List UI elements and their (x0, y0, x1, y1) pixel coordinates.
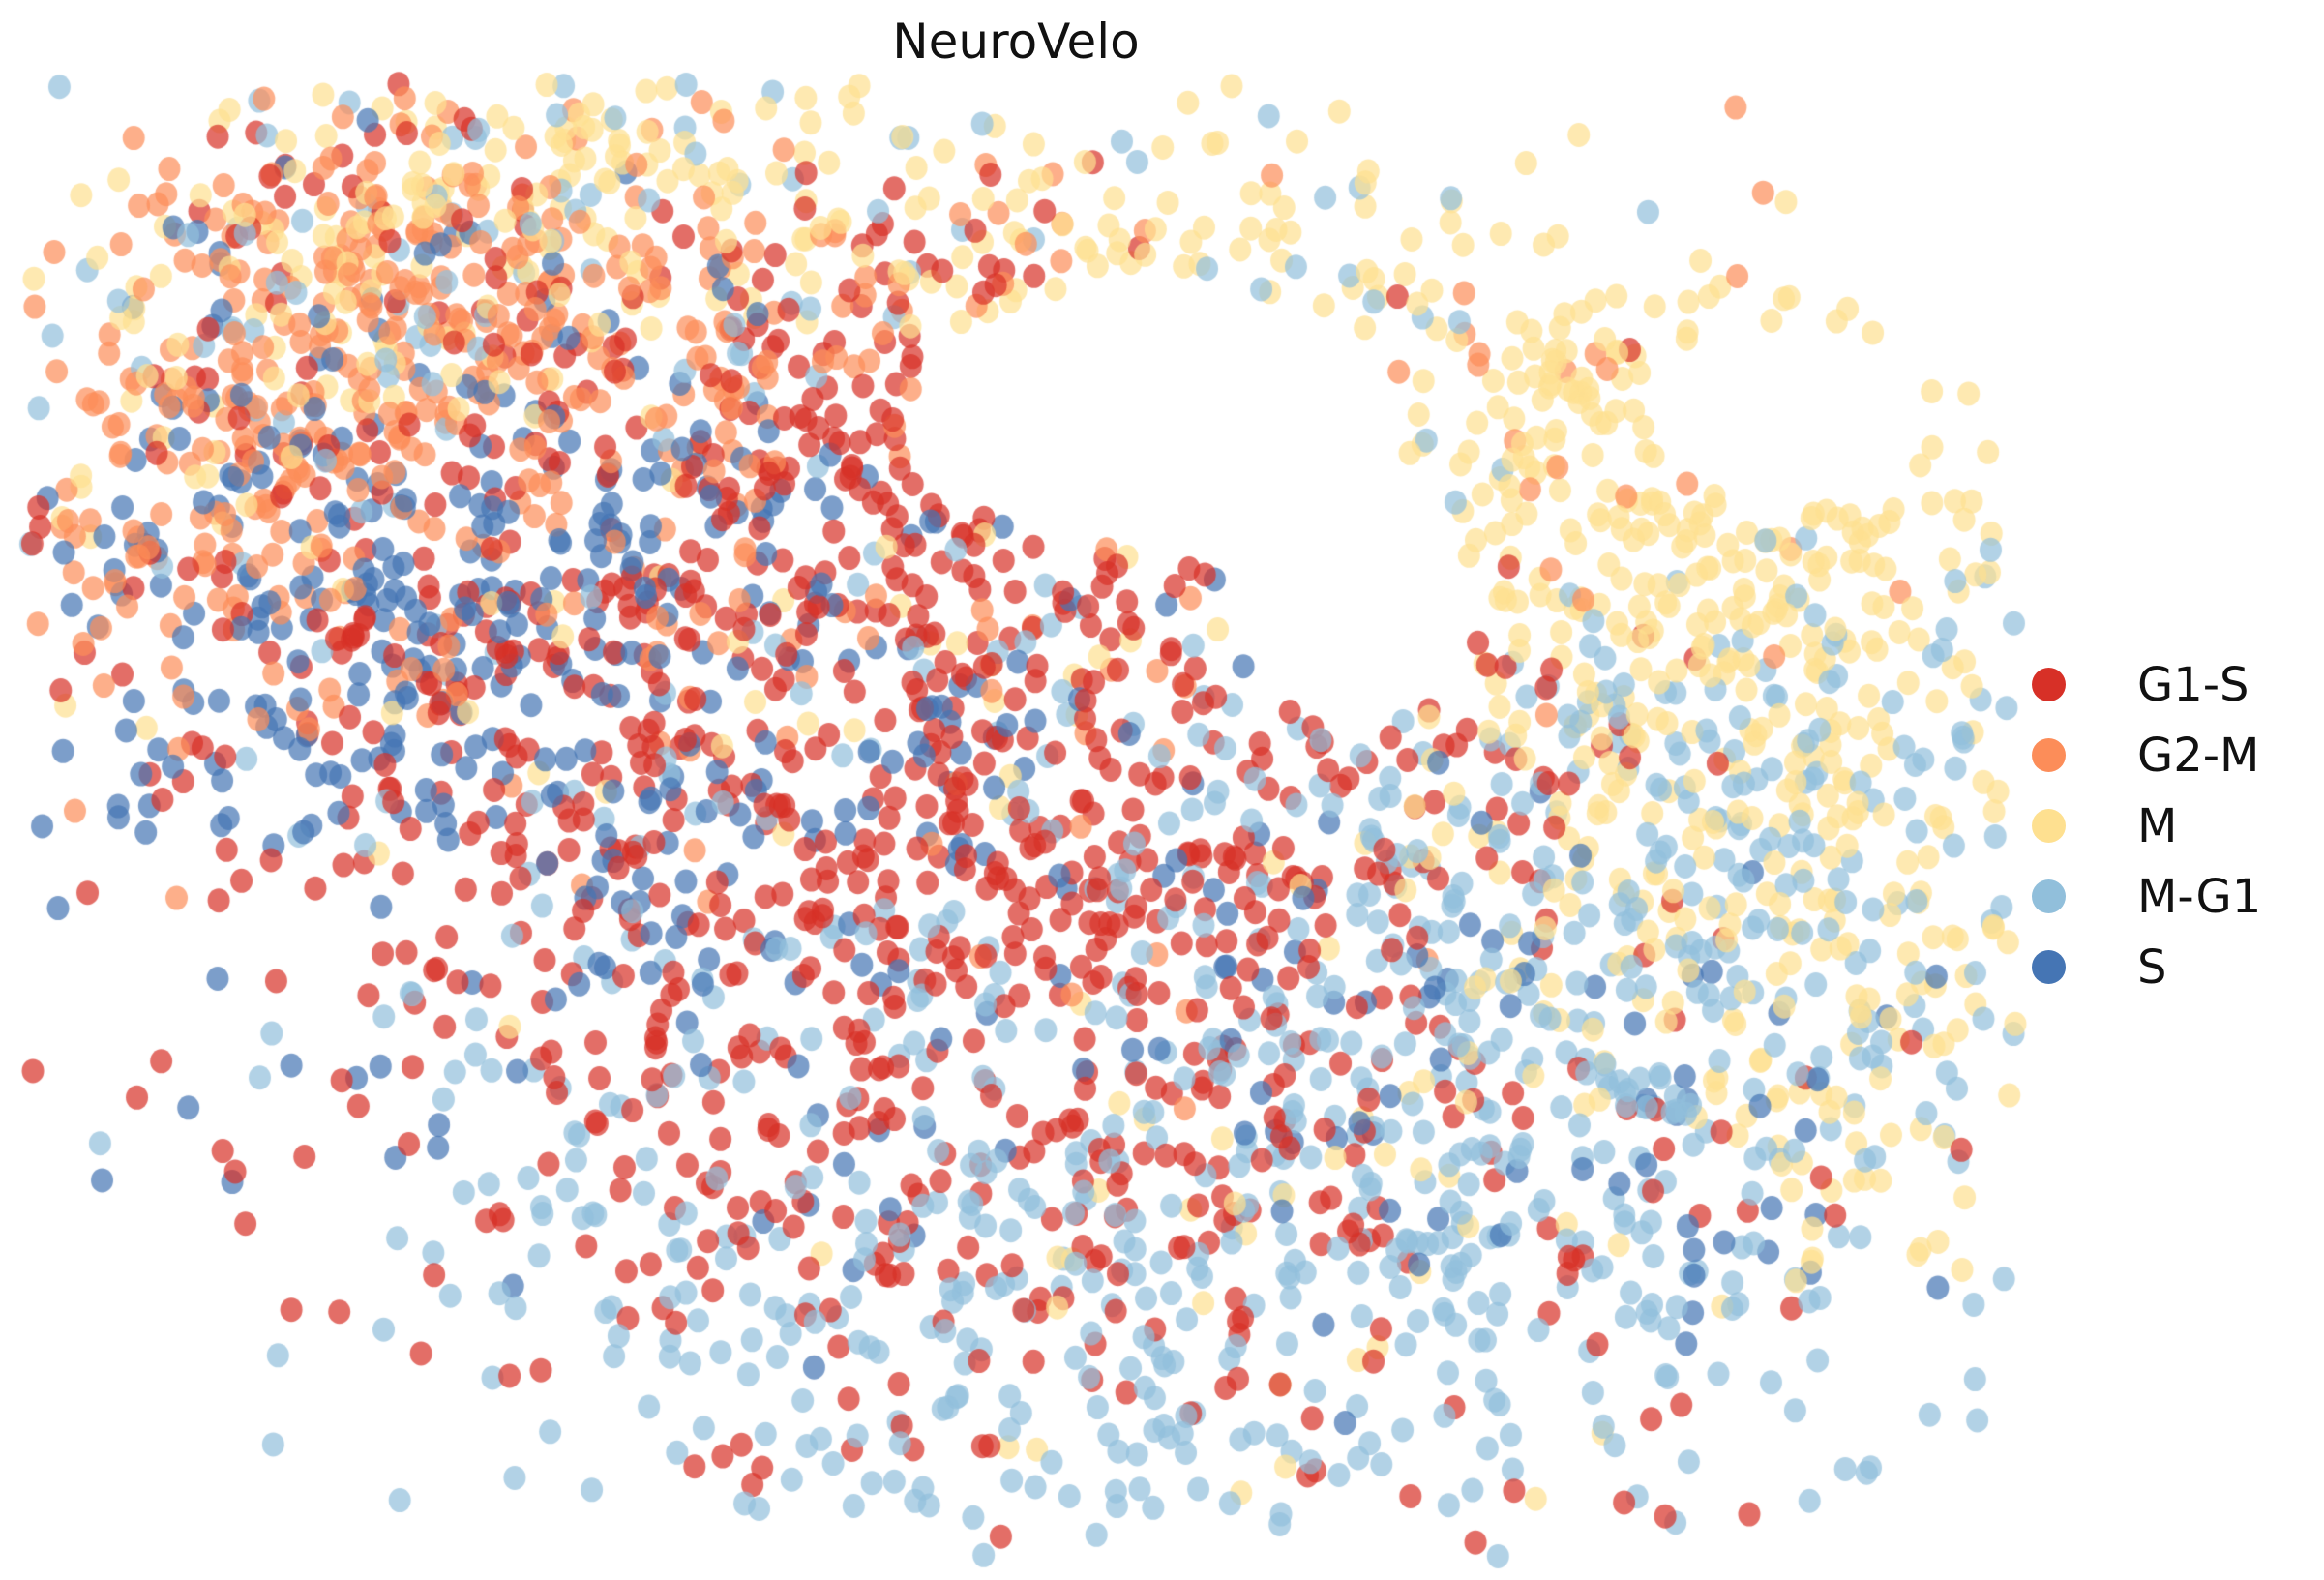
legend-item-m-g1: M-G1 (2030, 861, 2261, 932)
legend-item-m: M (2030, 790, 2261, 861)
legend: G1-S G2-M M M-G1 S (2030, 649, 2261, 1002)
legend-marker-m-g1-icon (2032, 879, 2066, 913)
legend-marker-m-icon (2032, 809, 2066, 843)
legend-item-g1-s: G1-S (2030, 649, 2261, 720)
legend-marker-g1-s-icon (2032, 668, 2066, 701)
legend-item-s: S (2030, 932, 2261, 1002)
legend-marker-g2-m-icon (2032, 738, 2066, 772)
legend-label-g1-s: G1-S (2137, 657, 2250, 712)
legend-label-m: M (2137, 798, 2178, 853)
legend-item-g2-m: G2-M (2030, 720, 2261, 790)
chart-title: NeuroVelo (892, 14, 1140, 70)
legend-label-g2-m: G2-M (2137, 728, 2260, 783)
legend-label-m-g1: M-G1 (2137, 869, 2262, 924)
legend-marker-s-icon (2032, 950, 2066, 984)
legend-label-s: S (2137, 939, 2167, 995)
